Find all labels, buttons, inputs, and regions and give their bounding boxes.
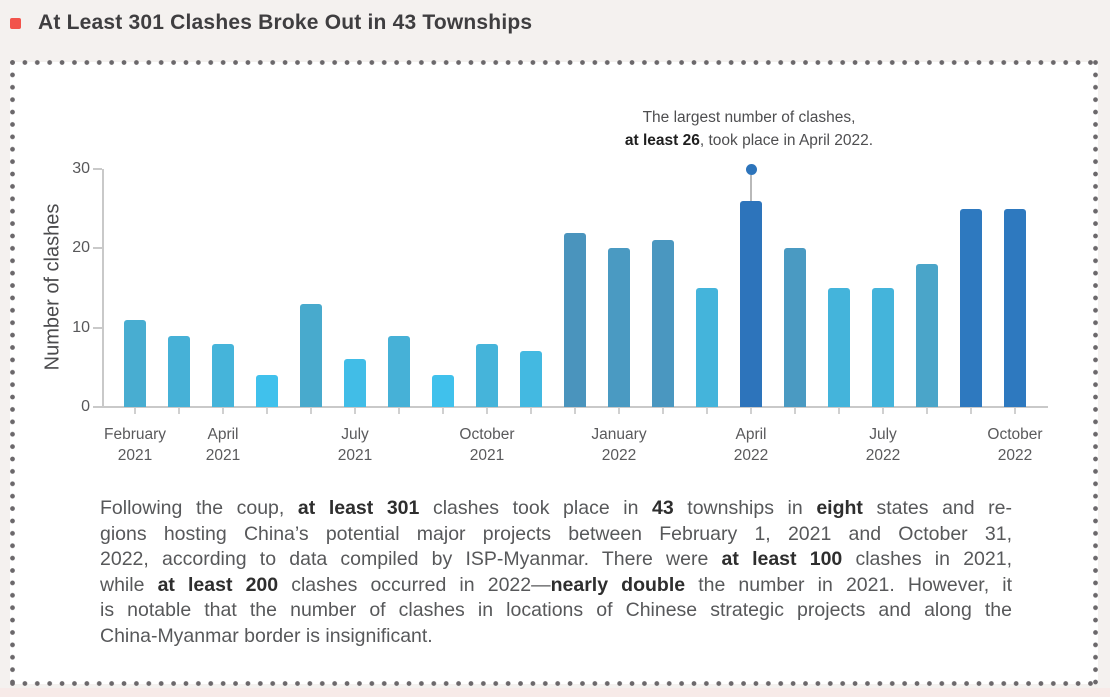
bar-december-2021 (564, 233, 586, 407)
x-axis-line (102, 406, 1048, 408)
bar-april-2022 (740, 201, 762, 407)
bar-february-2021 (124, 320, 146, 407)
x-tick-mark (310, 408, 312, 414)
caption-line: China-Myanmar border is insignificant. (100, 624, 433, 647)
x-tick-label-july-2022: July 2022 (865, 426, 901, 464)
x-tick-mark (354, 408, 356, 414)
x-tick-mark (618, 408, 620, 414)
x-tick-mark (266, 408, 268, 414)
caption-line: Following the coup, at least 301 clashes… (100, 497, 1013, 519)
caption-paragraph: Following the coup, at least 301 clashes… (100, 496, 1012, 650)
y-tick-label: 0 (81, 398, 90, 415)
annotation-marker-stem (750, 175, 752, 201)
caption-line: while at least 200 clashes occurred in 2… (100, 573, 1013, 596)
y-tick-mark (93, 247, 102, 249)
caption-line: is notable that the number of clashes in… (100, 599, 1012, 622)
x-tick-mark (1014, 408, 1016, 414)
bar-may-2021 (256, 375, 278, 407)
x-tick-label-october-2022: October 2022 (987, 426, 1043, 464)
x-tick-label-february-2021: February 2021 (103, 426, 167, 464)
caption-line: 2022, according to data compiled by ISP-… (100, 548, 1012, 571)
x-tick-mark (398, 408, 400, 414)
dotted-border-top (10, 60, 1098, 65)
bar-august-2021 (388, 336, 410, 407)
bar-march-2021 (168, 336, 190, 407)
caption-line: gions hosting China’s potential major pr… (100, 522, 1012, 545)
x-tick-label-july-2021: July 2021 (337, 426, 373, 464)
x-tick-mark (486, 408, 488, 414)
x-tick-mark (794, 408, 796, 414)
dotted-border-right (1093, 60, 1098, 686)
y-tick-label: 10 (72, 319, 90, 336)
bar-june-2021 (300, 304, 322, 407)
bottom-strip (0, 688, 1110, 697)
x-tick-label-january-2022: January 2022 (591, 426, 647, 464)
x-tick-mark (970, 408, 972, 414)
bar-october-2021 (476, 344, 498, 407)
bar-september-2022 (960, 209, 982, 407)
bar-july-2022 (872, 288, 894, 407)
y-tick-mark (93, 406, 102, 408)
x-tick-label-october-2021: October 2021 (459, 426, 515, 464)
dotted-border-left (10, 60, 15, 686)
bar-may-2022 (784, 248, 806, 407)
x-tick-mark (178, 408, 180, 414)
bar-august-2022 (916, 264, 938, 407)
annotation-line-2: at least 26, took place in April 2022. (624, 132, 874, 149)
bar-october-2022 (1004, 209, 1026, 407)
dotted-border-bottom (10, 681, 1098, 686)
bar-july-2021 (344, 359, 366, 407)
bar-april-2021 (212, 344, 234, 407)
y-tick-label: 20 (72, 239, 90, 256)
figure-title: At Least 301 Clashes Broke Out in 43 Tow… (38, 11, 533, 34)
x-tick-mark (706, 408, 708, 414)
x-tick-mark (134, 408, 136, 414)
page-header: At Least 301 Clashes Broke Out in 43 Tow… (10, 8, 532, 38)
y-tick-label: 30 (72, 160, 90, 177)
bar-november-2021 (520, 351, 542, 407)
x-tick-mark (838, 408, 840, 414)
x-tick-mark (750, 408, 752, 414)
x-tick-label-april-2021: April 2021 (205, 426, 241, 464)
annotation-line-1: The largest number of clashes, (642, 109, 856, 126)
y-axis-label: Number of clashes (41, 203, 64, 371)
annotation-marker-dot (745, 163, 757, 175)
x-tick-mark (882, 408, 884, 414)
x-tick-mark (574, 408, 576, 414)
y-tick-mark (93, 327, 102, 329)
bar-february-2022 (652, 240, 674, 407)
bar-march-2022 (696, 288, 718, 407)
x-tick-mark (530, 408, 532, 414)
bar-january-2022 (608, 248, 630, 407)
title-bullet-icon (10, 17, 21, 29)
bar-september-2021 (432, 375, 454, 407)
x-tick-mark (442, 408, 444, 414)
x-tick-mark (222, 408, 224, 414)
x-tick-label-april-2022: April 2022 (733, 426, 769, 464)
x-tick-mark (926, 408, 928, 414)
x-tick-mark (662, 408, 664, 414)
bar-june-2022 (828, 288, 850, 407)
chart-annotation: The largest number of clashes, at least … (575, 106, 923, 152)
y-axis-line (102, 169, 104, 408)
y-tick-mark (93, 168, 102, 170)
